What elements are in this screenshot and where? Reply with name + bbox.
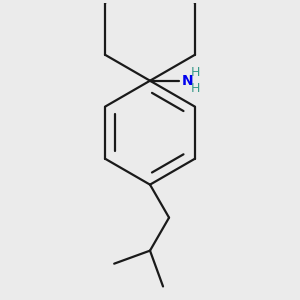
Text: H: H: [191, 66, 201, 80]
Text: H: H: [191, 82, 201, 95]
Text: N: N: [182, 74, 193, 88]
